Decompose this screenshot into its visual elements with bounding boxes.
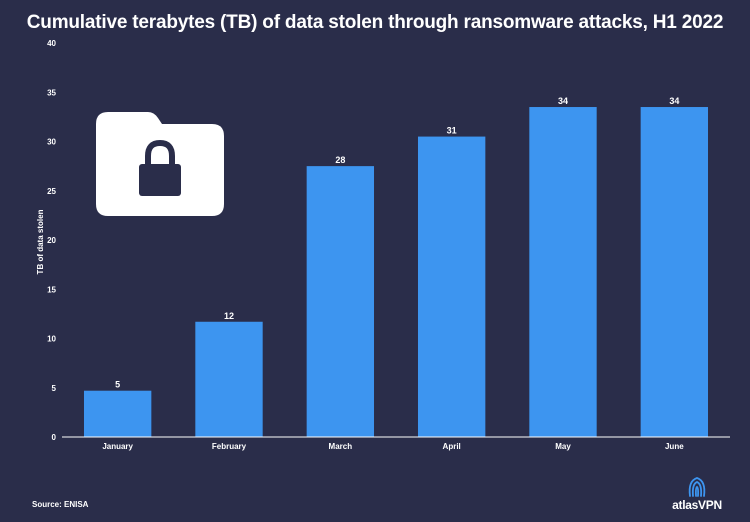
y-tick-label: 30 — [47, 138, 56, 147]
chart-title: Cumulative terabytes (TB) of data stolen… — [26, 12, 724, 33]
y-tick-label: 25 — [47, 187, 56, 196]
y-tick-label: 20 — [47, 236, 56, 245]
data-label: 34 — [669, 96, 679, 106]
x-tick-label: January — [102, 442, 133, 451]
data-label: 34 — [558, 96, 568, 106]
y-tick-label: 15 — [47, 285, 56, 294]
y-axis: 0 5 10 15 20 25 30 35 40 — [47, 39, 56, 442]
bar-february — [195, 321, 263, 437]
brand-name: atlasVPN — [666, 498, 728, 512]
y-tick-label: 35 — [47, 88, 56, 97]
y-axis-label: TB of data stolen — [36, 209, 45, 274]
data-label: 31 — [447, 126, 457, 136]
atlasvpn-logo: atlasVPN — [666, 474, 728, 514]
bar-january — [83, 390, 152, 437]
locked-folder-icon — [96, 112, 224, 216]
y-tick-label: 40 — [47, 39, 56, 48]
x-tick-label: May — [555, 442, 571, 451]
brand-name-light: atlas — [672, 498, 699, 512]
x-tick-label: March — [329, 442, 353, 451]
data-label: 5 — [115, 380, 120, 390]
x-tick-label: June — [665, 442, 684, 451]
x-axis: January February March April May June — [102, 442, 684, 451]
value-labels: 5 12 28 31 34 34 — [115, 96, 679, 390]
source-note: Source: ENISA — [32, 500, 89, 509]
y-tick-label: 5 — [52, 384, 57, 393]
bar-june — [640, 107, 709, 438]
y-tick-label: 10 — [47, 335, 56, 344]
y-tick-label: 0 — [52, 433, 57, 442]
x-tick-label: April — [443, 442, 461, 451]
x-tick-label: February — [212, 442, 247, 451]
bar-march — [306, 166, 375, 437]
brand-name-bold: VPN — [698, 498, 722, 512]
bars — [83, 107, 709, 438]
data-label: 28 — [335, 155, 345, 165]
bar-april — [417, 136, 486, 437]
atlasvpn-logo-icon — [688, 477, 706, 497]
bar-may — [529, 107, 597, 438]
data-label: 12 — [224, 311, 234, 321]
